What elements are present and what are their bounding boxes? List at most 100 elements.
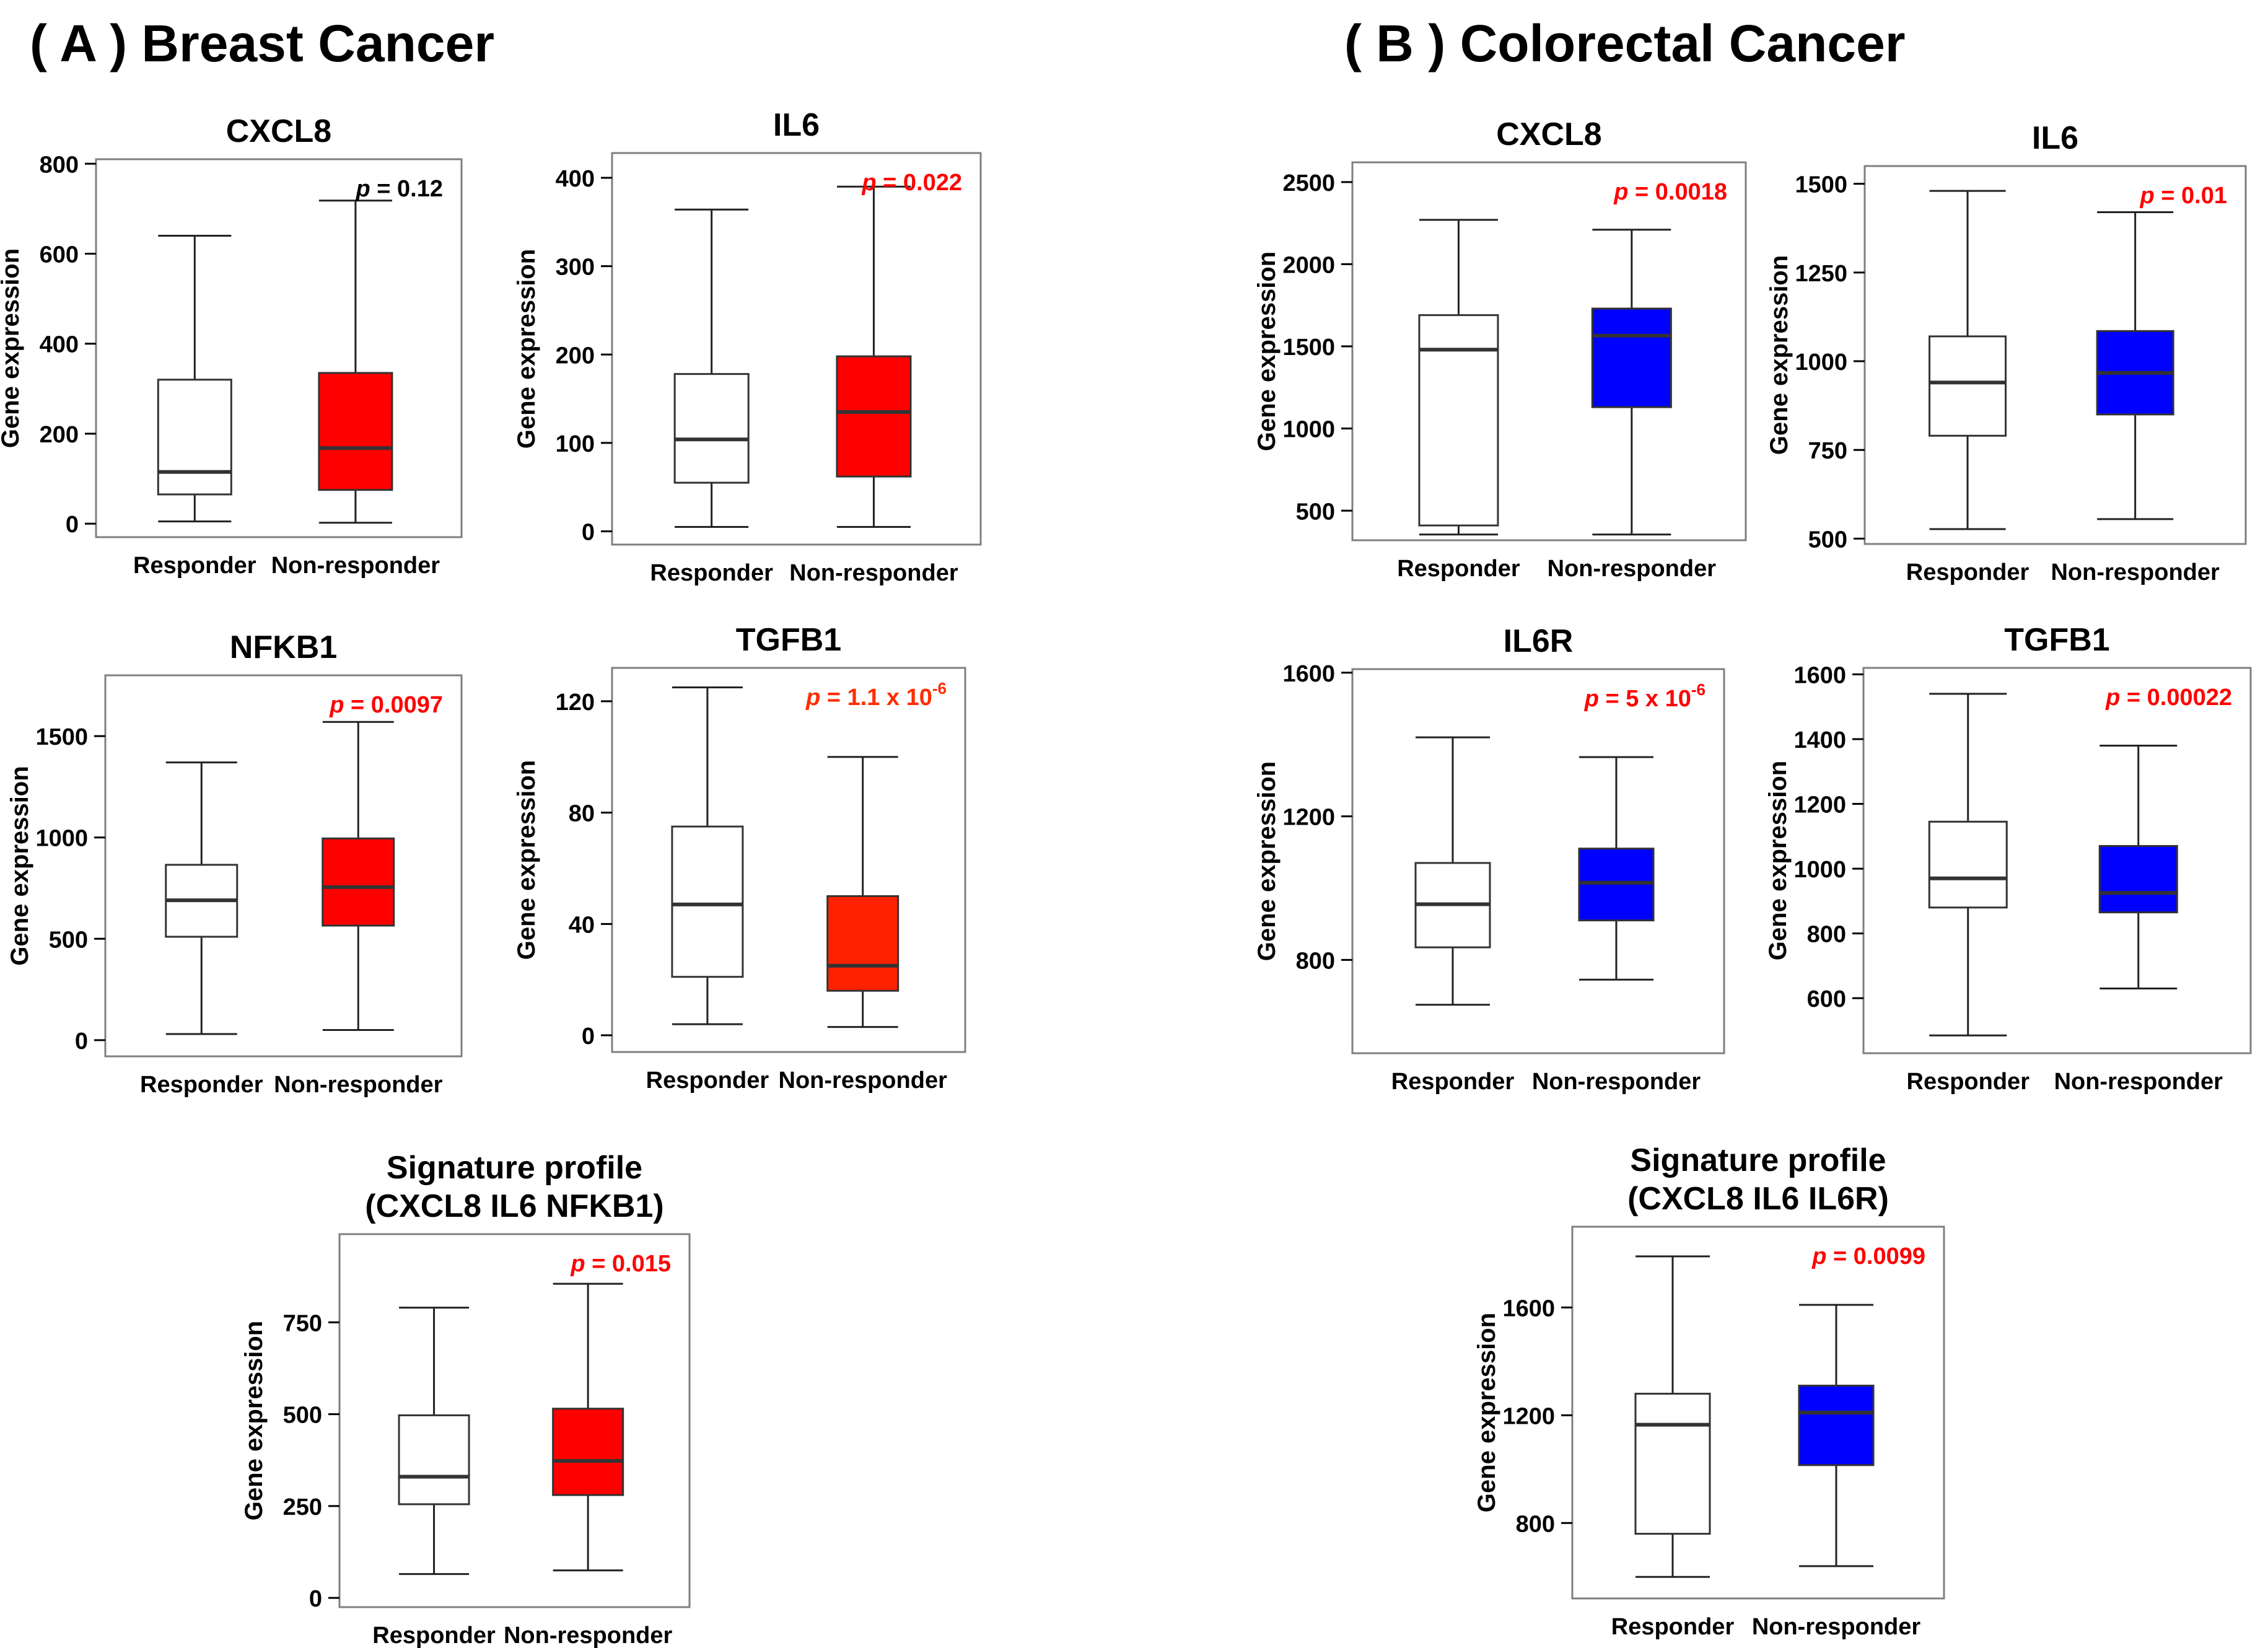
section-b-title: ( B ) Colorectal Cancer (1344, 14, 1906, 72)
y-tick-label: 800 (40, 152, 79, 178)
iqr-box (322, 837, 395, 927)
iqr-box (826, 895, 900, 992)
plot-frame (1862, 667, 2252, 1054)
box-responder (671, 686, 744, 1025)
x-category-label: Non-responder (789, 560, 958, 586)
y-tick-label: 500 (1296, 499, 1335, 525)
y-tick-label: 120 (556, 690, 595, 716)
y-tick-label: 1500 (1282, 335, 1335, 361)
chart-a-il6: IL6 0 100 200 300 400 Gene expression Responder… (513, 107, 982, 586)
plot-frame (611, 152, 982, 546)
p-value-label: p = 0.015 (570, 1251, 671, 1277)
y-tick-label: 200 (556, 343, 595, 369)
y-tick-label: 1400 (1793, 727, 1846, 753)
y-tick-label: 750 (1808, 438, 1847, 464)
box-responder (1414, 736, 1491, 1006)
chart-title: CXCL8 (1496, 116, 1601, 152)
iqr-box (157, 379, 232, 496)
x-category-label: Non-responder (2054, 1069, 2223, 1095)
box-responder (1418, 219, 1499, 536)
chart-b-tgfb1: TGFB1 600 800 1000 1200 1400 1600 Gene expressi… (1764, 622, 2252, 1095)
y-tick-label: 100 (556, 431, 595, 457)
iqr-box (1928, 820, 2008, 909)
y-axis-label: Gene expression (1253, 252, 1281, 451)
y-tick-label: 1000 (1793, 857, 1846, 883)
y-tick-label: 80 (569, 801, 595, 827)
box-responder (165, 761, 239, 1035)
chart-title: IL6R (1504, 623, 1574, 659)
plot-frame (95, 158, 463, 538)
y-tick-label: 1200 (1502, 1403, 1555, 1429)
box-responder (1928, 693, 2008, 1037)
y-tick-label: 1000 (1282, 417, 1335, 443)
box-responder (673, 208, 750, 528)
chart-title: IL6 (773, 107, 820, 143)
plot-frame (1351, 668, 1725, 1054)
box-responder (1929, 190, 2007, 530)
box-responder (157, 234, 232, 523)
chart-a-tgfb1: TGFB1 0 40 80 120 Gene expression Responder Non… (513, 622, 966, 1094)
y-tick-label: 1250 (1795, 261, 1847, 287)
y-tick-label: 1600 (1793, 662, 1846, 688)
chart-a-signature-profile: Signature profile (CXCL8 IL6 NFKB1) 0 250 50… (240, 1150, 691, 1648)
box-non-responder (322, 721, 395, 1031)
iqr-box (673, 373, 750, 484)
x-category-label: Non-responder (1752, 1614, 1921, 1640)
p-value-label: p = 0.00022 (2105, 685, 2232, 711)
x-category-label: Non-responder (504, 1623, 673, 1648)
p-value-label: p = 0.0018 (1613, 179, 1727, 205)
y-tick-label: 0 (582, 1023, 595, 1050)
y-tick-label: 1000 (1795, 349, 1847, 375)
y-axis-label: Gene expression (0, 248, 24, 448)
chart-title: Signature profile (CXCL8 IL6 IL6R) (1627, 1142, 1889, 1217)
y-tick-label: 1500 (35, 724, 88, 750)
y-tick-label: 0 (66, 512, 79, 538)
chart-b-cxcl8: CXCL8 500 1000 1500 2000 2500 Gene expression R… (1253, 116, 1747, 582)
iqr-box (836, 355, 912, 478)
chart-title: TGFB1 (2004, 622, 2109, 658)
x-category-label: Responder (1906, 559, 2029, 585)
chart-b-il6: IL6 500 750 1000 1250 1500 Gene expression Resp… (1766, 120, 2247, 585)
y-tick-label: 600 (40, 242, 79, 268)
y-tick-label: 500 (1808, 527, 1847, 553)
y-tick-label: 600 (1807, 986, 1846, 1012)
y-tick-label: 750 (283, 1310, 322, 1336)
box-non-responder (1798, 1304, 1875, 1567)
box-non-responder (836, 185, 912, 528)
p-value-label: p = 5 x 10-6 (1584, 680, 1705, 712)
y-axis-label: Gene expression (513, 760, 540, 960)
y-tick-label: 400 (556, 166, 595, 192)
y-tick-label: 2500 (1282, 170, 1335, 196)
p-value-label: p = 0.12 (356, 176, 444, 202)
y-tick-label: 0 (582, 520, 595, 546)
iqr-box (1798, 1385, 1875, 1466)
y-tick-label: 500 (49, 927, 88, 953)
x-category-label: Responder (646, 1067, 769, 1094)
y-axis-label: Gene expression (1253, 761, 1281, 961)
plot-frame (1571, 1225, 1945, 1600)
x-category-label: Non-responder (1532, 1069, 1701, 1095)
y-tick-label: 1000 (35, 826, 88, 852)
box-responder (1634, 1255, 1711, 1578)
x-category-label: Non-responder (271, 553, 440, 579)
y-tick-label: 1500 (1795, 172, 1847, 198)
iqr-box (1591, 307, 1672, 408)
y-axis-label: Gene expression (1764, 761, 1792, 960)
chart-a-cxcl8: CXCL8 0 200 400 600 800 Gene expression Respond… (0, 113, 463, 579)
chart-title: TGFB1 (736, 622, 841, 658)
iqr-box (671, 825, 744, 978)
y-tick-label: 800 (1516, 1511, 1555, 1537)
section-a-title: ( A ) Breast Cancer (30, 14, 495, 72)
box-non-responder (1591, 229, 1672, 536)
chart-title: CXCL8 (226, 113, 331, 149)
y-tick-label: 300 (556, 255, 595, 281)
x-category-label: Responder (372, 1623, 496, 1648)
y-tick-label: 2000 (1282, 252, 1335, 278)
p-value-label: p = 1.1 x 10-6 (805, 679, 947, 711)
y-axis-label: Gene expression (1766, 255, 1793, 455)
y-axis-label: Gene expression (240, 1321, 268, 1520)
chart-b-signature-profile: Signature profile (CXCL8 IL6 IL6R) 800 1200… (1473, 1142, 1945, 1640)
x-category-label: Responder (1611, 1614, 1735, 1640)
